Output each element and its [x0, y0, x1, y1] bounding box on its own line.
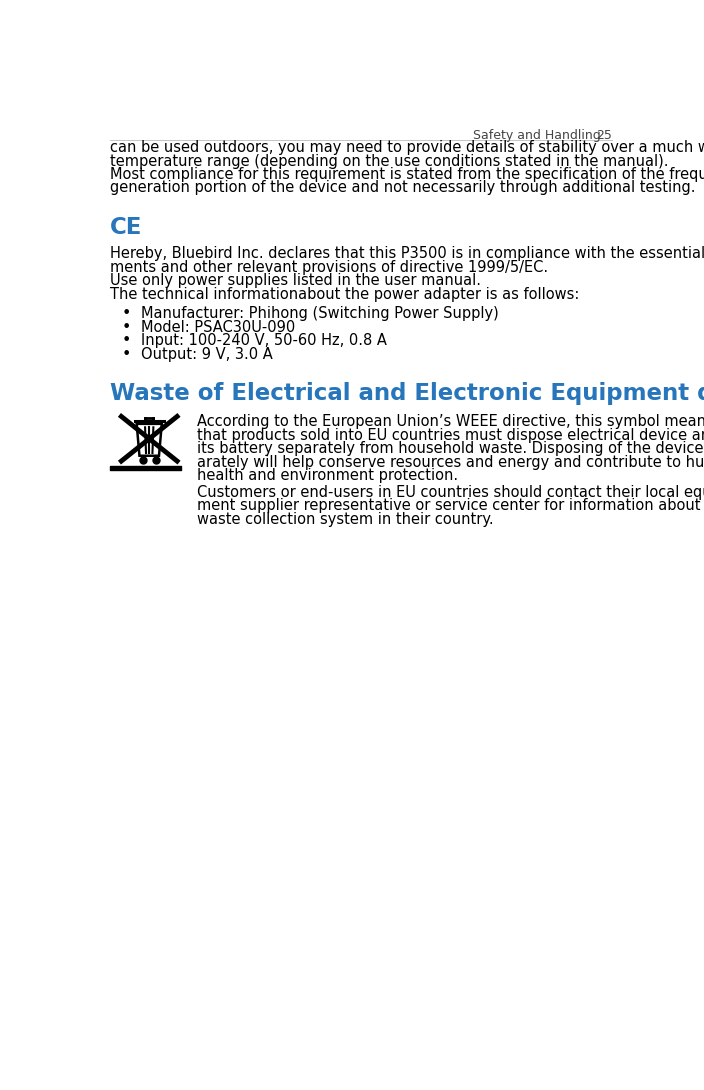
Text: waste collection system in their country.: waste collection system in their country… — [196, 511, 493, 526]
Text: According to the European Union’s WEEE directive, this symbol means: According to the European Union’s WEEE d… — [196, 414, 704, 429]
Text: Output: 9 V, 3.0 A: Output: 9 V, 3.0 A — [141, 347, 272, 362]
Text: •: • — [122, 334, 132, 349]
Text: ments and other relevant provisions of directive 1999/5/EC.: ments and other relevant provisions of d… — [110, 259, 548, 275]
Text: Safety and Handling: Safety and Handling — [472, 129, 601, 142]
Text: Input: 100-240 V, 50-60 Hz, 0.8 A: Input: 100-240 V, 50-60 Hz, 0.8 A — [141, 334, 386, 349]
Text: Manufacturer: Phihong (Switching Power Supply): Manufacturer: Phihong (Switching Power S… — [141, 306, 498, 322]
Text: arately will help conserve resources and energy and contribute to human: arately will help conserve resources and… — [196, 455, 704, 470]
Text: 25: 25 — [596, 129, 612, 142]
Text: its battery separately from household waste. Disposing of the device sep-: its battery separately from household wa… — [196, 441, 704, 456]
Text: CE: CE — [110, 216, 142, 239]
Text: •: • — [122, 347, 132, 362]
Text: that products sold into EU countries must dispose electrical device and/or: that products sold into EU countries mus… — [196, 427, 704, 443]
Text: Use only power supplies listed in the user manual.: Use only power supplies listed in the us… — [110, 274, 481, 288]
Text: The technical informationabout the power adapter is as follows:: The technical informationabout the power… — [110, 287, 579, 302]
Text: ment supplier representative or service center for information about the: ment supplier representative or service … — [196, 498, 704, 513]
Text: temperature range (depending on the use conditions stated in the manual).: temperature range (depending on the use … — [110, 154, 668, 169]
Text: Model: PSAC30U-090: Model: PSAC30U-090 — [141, 319, 295, 335]
Text: health and environment protection.: health and environment protection. — [196, 468, 458, 483]
Text: •: • — [122, 319, 132, 335]
Text: Most compliance for this requirement is stated from the specification of the fre: Most compliance for this requirement is … — [110, 167, 704, 182]
Text: Customers or end-users in EU countries should contact their local equip-: Customers or end-users in EU countries s… — [196, 485, 704, 499]
Text: Waste of Electrical and Electronic Equipment directive: Waste of Electrical and Electronic Equip… — [110, 382, 704, 404]
Text: generation portion of the device and not necessarily through additional testing.: generation portion of the device and not… — [110, 181, 696, 195]
Text: can be used outdoors, you may need to provide details of stability over a much w: can be used outdoors, you may need to pr… — [110, 140, 704, 155]
Text: •: • — [122, 306, 132, 322]
Text: Hereby, Bluebird Inc. declares that this P3500 is in compliance with the essenti: Hereby, Bluebird Inc. declares that this… — [110, 246, 704, 262]
